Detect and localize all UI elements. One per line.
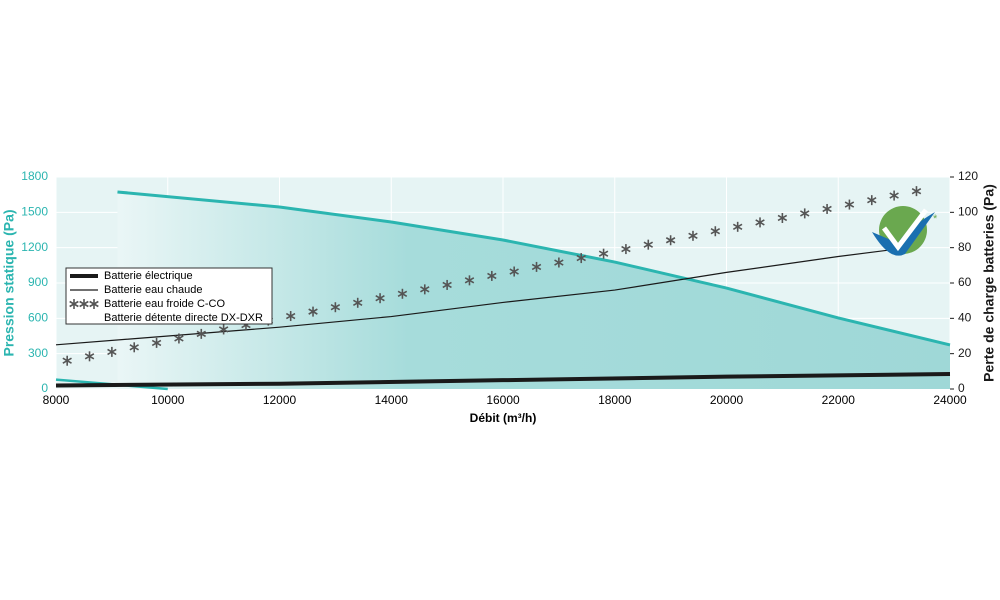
snowflake-marker: [420, 284, 430, 295]
snowflake-marker: [755, 217, 765, 228]
snowflake-marker: [442, 279, 452, 290]
y-axis-label: Pression statique (Pa): [1, 209, 17, 356]
area-edge: [117, 190, 951, 347]
y-tick-label: 0: [41, 381, 48, 395]
snowflake-marker: [129, 342, 139, 353]
snowflake-marker: [710, 226, 721, 237]
snowflake-marker: [352, 297, 363, 308]
y-tick-label: 1200: [21, 240, 48, 254]
snowflake-marker: [330, 302, 341, 313]
y-tick-label: 1500: [21, 205, 48, 219]
snowflake-marker: [375, 293, 385, 304]
y2-tick-label: 120: [958, 169, 978, 183]
snowflake-marker: [799, 208, 810, 219]
snowflake-marker: [174, 333, 184, 344]
y2-tick-label: 0: [958, 381, 965, 395]
snowflake-marker: [151, 337, 162, 348]
snowflake-marker: [487, 270, 497, 281]
line: [55, 248, 895, 346]
logo: *: [872, 206, 938, 256]
x-tick-label: 12000: [263, 393, 297, 407]
snowflake-marker: [107, 346, 117, 357]
y2-tick-label: 100: [958, 205, 978, 219]
snowflake-marker: [867, 195, 877, 206]
x-tick-label: 20000: [710, 393, 744, 407]
y2-tick-label: 40: [958, 311, 972, 325]
snowflake-marker: [196, 328, 207, 339]
legend-label: Batterie eau froide C-CO: [104, 298, 225, 310]
snowflake-marker: [62, 355, 72, 366]
snowflake-marker: [598, 248, 609, 259]
line: [55, 371, 951, 388]
y2-tick-label: 60: [958, 275, 972, 289]
snowflake-marker: [531, 261, 542, 272]
svg-text:*: *: [933, 213, 938, 225]
snowflake-marker: [576, 253, 586, 264]
y2-tick-label: 20: [958, 346, 972, 360]
snowflake-marker: [285, 311, 296, 322]
x-tick-label: 22000: [822, 393, 856, 407]
snowflake-marker: [822, 203, 832, 214]
legend-symbol: [69, 299, 79, 309]
x-tick-label: 14000: [375, 393, 409, 407]
snowflake-marker: [509, 266, 519, 277]
x-tick-label: 18000: [598, 393, 632, 407]
x-tick-label: 16000: [486, 393, 520, 407]
snowflake-marker: [889, 190, 899, 201]
snowflake-marker: [464, 275, 475, 286]
x-axis-label: Débit (m³/h): [470, 411, 537, 425]
snowflake-marker: [732, 221, 743, 232]
y-tick-label: 1800: [21, 169, 48, 183]
snowflake-marker: [218, 324, 229, 335]
legend-symbol: [79, 299, 89, 309]
x-tick-label: 8000: [43, 393, 70, 407]
snowflake-marker: [777, 212, 788, 223]
snowflake-marker: [554, 257, 564, 268]
x-tick-label: 24000: [933, 393, 967, 407]
legend-label: Batterie eau chaude: [104, 284, 202, 296]
y-tick-label: 900: [28, 275, 48, 289]
snowflake-marker: [844, 199, 855, 210]
snowflake-marker: [308, 306, 318, 317]
snowflake-marker: [84, 351, 95, 362]
y-tick-label: 300: [28, 346, 48, 360]
legend-label: Batterie électrique: [104, 270, 193, 282]
legend-note: Batterie détente directe DX-DXR: [104, 312, 263, 324]
snowflake-marker: [911, 186, 922, 197]
y2-tick-label: 80: [958, 240, 972, 254]
x-tick-label: 10000: [151, 393, 185, 407]
snowflake-marker: [397, 288, 408, 299]
snowflake-marker: [665, 235, 676, 246]
snowflake-marker: [643, 239, 654, 250]
legend-box: [65, 267, 273, 325]
y2-axis-label: Perte de charge batteries (Pa): [981, 184, 997, 382]
snowflake-marker: [688, 230, 698, 241]
snowflake-marker: [621, 244, 631, 255]
legend-symbol: [89, 299, 99, 309]
y-tick-label: 600: [28, 311, 48, 325]
area: [117, 191, 950, 389]
